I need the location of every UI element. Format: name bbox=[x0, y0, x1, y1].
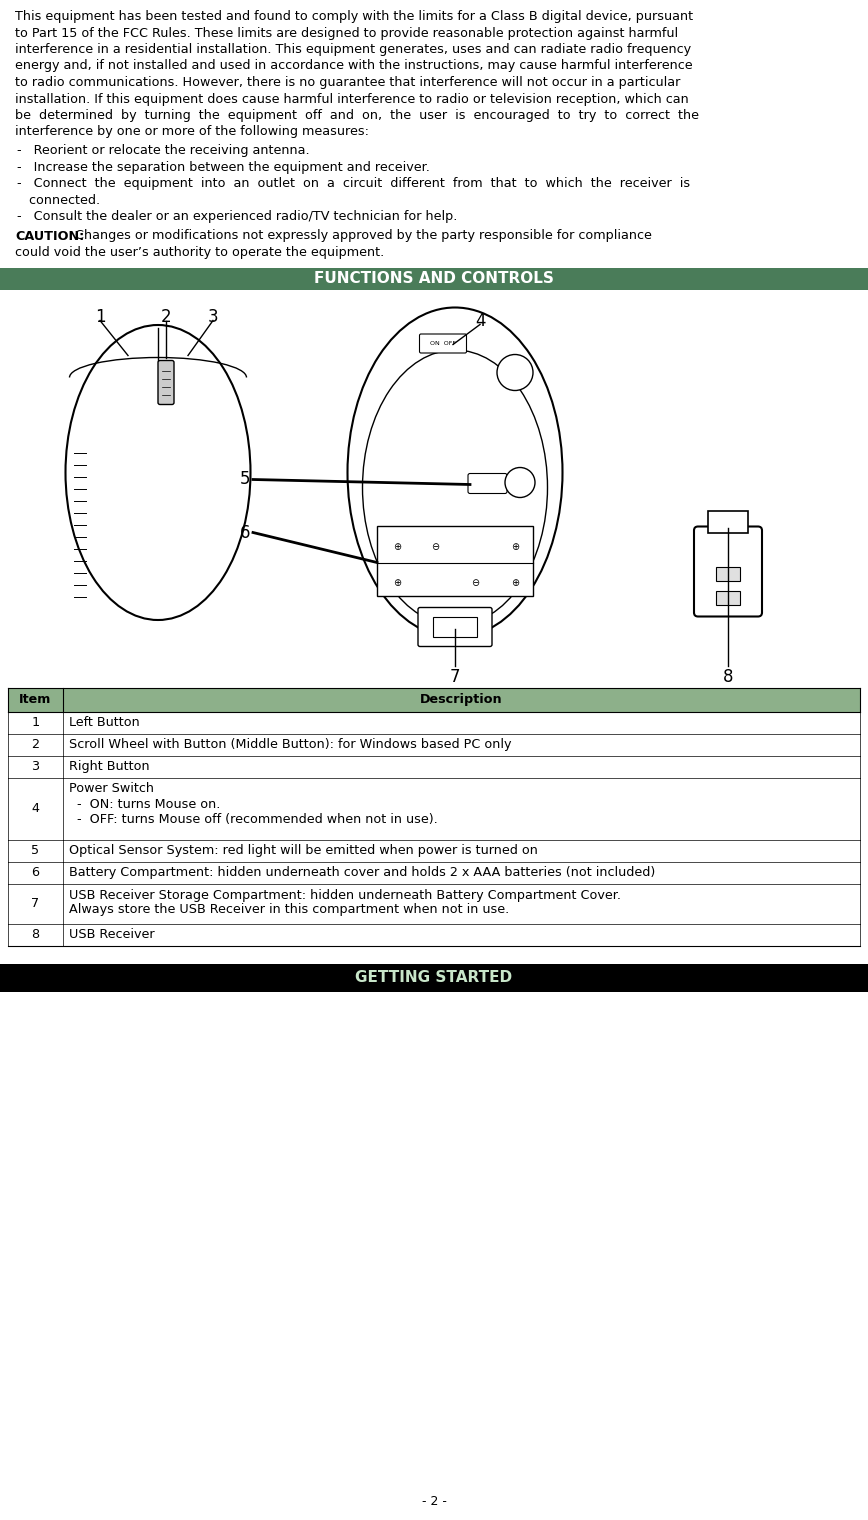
Text: -   Consult the dealer or an experienced radio/TV technician for help.: - Consult the dealer or an experienced r… bbox=[17, 210, 457, 223]
Text: Changes or modifications not expressly approved by the party responsible for com: Changes or modifications not expressly a… bbox=[67, 230, 652, 243]
Text: ⊕: ⊕ bbox=[393, 578, 401, 588]
Text: to radio communications. However, there is no guarantee that interference will n: to radio communications. However, there … bbox=[15, 76, 681, 90]
Text: Battery Compartment: hidden underneath cover and holds 2 x AAA batteries (not in: Battery Compartment: hidden underneath c… bbox=[69, 866, 655, 879]
Text: -  ON: turns Mouse on.: - ON: turns Mouse on. bbox=[69, 798, 220, 810]
Text: could void the user’s authority to operate the equipment.: could void the user’s authority to opera… bbox=[15, 246, 385, 258]
Text: 4: 4 bbox=[31, 803, 40, 815]
Text: Right Button: Right Button bbox=[69, 760, 149, 774]
Text: USB Receiver Storage Compartment: hidden underneath Battery Compartment Cover.: USB Receiver Storage Compartment: hidden… bbox=[69, 889, 621, 901]
Bar bbox=[716, 567, 740, 581]
Bar bbox=[716, 590, 740, 605]
Text: USB Receiver: USB Receiver bbox=[69, 929, 155, 941]
Text: Left Button: Left Button bbox=[69, 716, 140, 730]
Text: ⊕: ⊕ bbox=[393, 543, 401, 552]
Text: GETTING STARTED: GETTING STARTED bbox=[355, 970, 513, 985]
Bar bbox=[8, 924, 860, 945]
Ellipse shape bbox=[363, 350, 548, 625]
Bar bbox=[8, 755, 860, 778]
FancyBboxPatch shape bbox=[468, 474, 507, 494]
Text: ⊖: ⊖ bbox=[431, 543, 439, 552]
Text: to Part 15 of the FCC Rules. These limits are designed to provide reasonable pro: to Part 15 of the FCC Rules. These limit… bbox=[15, 26, 678, 40]
Text: Optical Sensor System: red light will be emitted when power is turned on: Optical Sensor System: red light will be… bbox=[69, 844, 538, 857]
Text: 5: 5 bbox=[31, 844, 40, 857]
Text: interference in a residential installation. This equipment generates, uses and c: interference in a residential installati… bbox=[15, 43, 691, 56]
Text: 5: 5 bbox=[240, 471, 250, 488]
Text: connected.: connected. bbox=[17, 193, 100, 207]
Bar bbox=[708, 511, 748, 532]
Text: 4: 4 bbox=[475, 313, 485, 330]
Text: Power Switch: Power Switch bbox=[69, 783, 154, 795]
Text: 3: 3 bbox=[31, 760, 40, 774]
Bar bbox=[8, 862, 860, 883]
Text: 8: 8 bbox=[723, 667, 733, 686]
Text: interference by one or more of the following measures:: interference by one or more of the follo… bbox=[15, 126, 369, 138]
Bar bbox=[377, 526, 533, 596]
Bar bbox=[8, 778, 860, 839]
Text: FUNCTIONS AND CONTROLS: FUNCTIONS AND CONTROLS bbox=[314, 271, 554, 286]
Text: 7: 7 bbox=[31, 897, 40, 910]
Bar bbox=[8, 839, 860, 862]
Ellipse shape bbox=[347, 307, 562, 637]
Text: ⊕: ⊕ bbox=[511, 578, 519, 588]
Text: be  determined  by  turning  the  equipment  off  and  on,  the  user  is  encou: be determined by turning the equipment o… bbox=[15, 109, 699, 122]
Text: CAUTION:: CAUTION: bbox=[15, 230, 84, 243]
Bar bbox=[8, 711, 860, 734]
Ellipse shape bbox=[65, 325, 251, 620]
Bar bbox=[8, 687, 860, 711]
Text: -   Reorient or relocate the receiving antenna.: - Reorient or relocate the receiving ant… bbox=[17, 144, 310, 157]
Bar bbox=[0, 964, 868, 991]
Text: This equipment has been tested and found to comply with the limits for a Class B: This equipment has been tested and found… bbox=[15, 11, 694, 23]
Text: 2: 2 bbox=[31, 739, 40, 751]
Circle shape bbox=[497, 354, 533, 391]
Text: 2: 2 bbox=[161, 309, 171, 327]
Text: 1: 1 bbox=[95, 309, 105, 327]
Bar bbox=[0, 268, 868, 289]
Text: 7: 7 bbox=[450, 667, 460, 686]
Text: Description: Description bbox=[420, 693, 503, 705]
Text: Scroll Wheel with Button (Middle Button): for Windows based PC only: Scroll Wheel with Button (Middle Button)… bbox=[69, 739, 511, 751]
Text: ⊖: ⊖ bbox=[471, 578, 479, 588]
Text: -  OFF: turns Mouse off (recommended when not in use).: - OFF: turns Mouse off (recommended when… bbox=[69, 813, 437, 825]
Text: Item: Item bbox=[19, 693, 52, 705]
Bar bbox=[8, 734, 860, 755]
Text: 1: 1 bbox=[31, 716, 40, 730]
Text: -   Connect  the  equipment  into  an  outlet  on  a  circuit  different  from  : - Connect the equipment into an outlet o… bbox=[17, 176, 690, 190]
FancyBboxPatch shape bbox=[158, 360, 174, 404]
Bar bbox=[433, 617, 477, 637]
Text: -   Increase the separation between the equipment and receiver.: - Increase the separation between the eq… bbox=[17, 161, 430, 173]
Text: 6: 6 bbox=[240, 523, 250, 541]
Text: 8: 8 bbox=[31, 929, 40, 941]
Text: Always store the USB Receiver in this compartment when not in use.: Always store the USB Receiver in this co… bbox=[69, 903, 510, 917]
FancyBboxPatch shape bbox=[418, 608, 492, 646]
Text: installation. If this equipment does cause harmful interference to radio or tele: installation. If this equipment does cau… bbox=[15, 93, 688, 105]
Text: 6: 6 bbox=[31, 866, 40, 879]
Text: 3: 3 bbox=[207, 309, 219, 327]
Bar bbox=[8, 883, 860, 924]
FancyBboxPatch shape bbox=[694, 526, 762, 617]
FancyBboxPatch shape bbox=[419, 334, 466, 353]
Text: ON  OFF: ON OFF bbox=[430, 340, 456, 347]
Text: ⊕: ⊕ bbox=[511, 543, 519, 552]
Text: - 2 -: - 2 - bbox=[422, 1496, 446, 1508]
Circle shape bbox=[505, 468, 535, 497]
Text: energy and, if not installed and used in accordance with the instructions, may c: energy and, if not installed and used in… bbox=[15, 59, 693, 73]
